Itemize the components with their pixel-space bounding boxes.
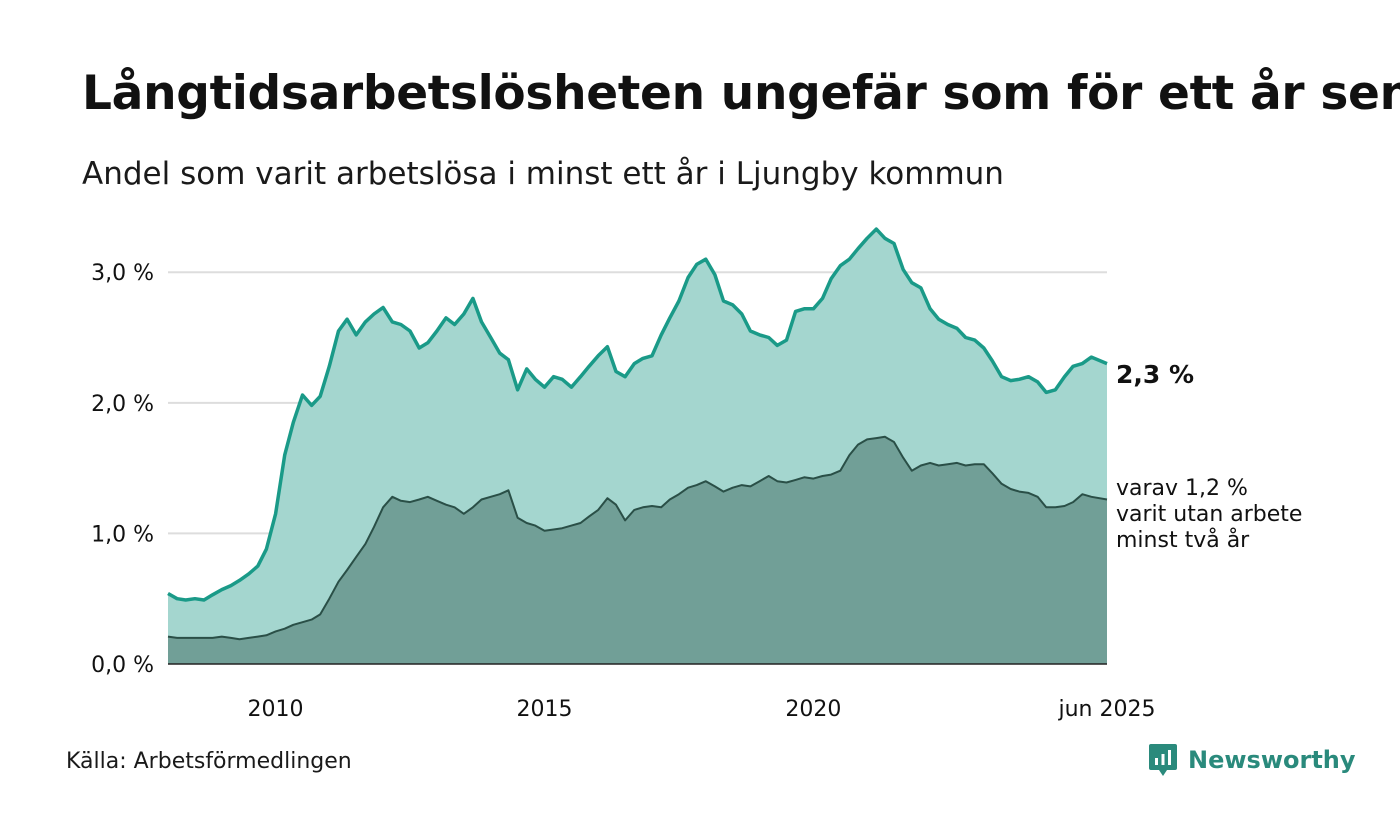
x-tick-label: jun 2025	[1058, 697, 1156, 722]
y-tick-label: 3,0 %	[91, 261, 154, 286]
chart-title: Långtidsarbetslösheten ungefär som för e…	[82, 66, 1400, 121]
x-tick-label: 2010	[248, 697, 304, 722]
area-twoyear	[168, 436, 1107, 664]
line-twoyear	[167, 435, 1108, 641]
x-tick-label: 2020	[785, 697, 841, 722]
chart-lines	[167, 227, 1108, 665]
y-tick-label: 1,0 %	[91, 522, 154, 547]
twoyear-end-label: varav 1,2 % varit utan arbete minst två år	[1116, 476, 1302, 553]
series-end-labels: 2,3 % varav 1,2 % varit utan arbete minst t…	[1116, 360, 1302, 553]
y-axis-ticks: 0,0 % 1,0 % 2,0 % 3,0 %	[91, 261, 154, 678]
brand-logo: Newsworthy	[1148, 743, 1356, 777]
source-note: Källa: Arbetsförmedlingen	[66, 749, 352, 774]
newsworthy-logo-icon	[1149, 744, 1177, 776]
total-end-label: 2,3 %	[1116, 360, 1194, 389]
chart-subtitle: Andel som varit arbetslösa i minst ett å…	[82, 156, 1004, 192]
chart-areas	[168, 229, 1107, 664]
x-tick-label: 2015	[516, 697, 572, 722]
x-axis-ticks: 2010 2015 2020 jun 2025	[248, 697, 1156, 722]
y-tick-label: 2,0 %	[91, 392, 154, 417]
area-chart: 0,0 % 1,0 % 2,0 % 3,0 % 2010 2015 2020 jun 202…	[91, 227, 1302, 722]
y-tick-label: 0,0 %	[91, 653, 154, 678]
line-total	[167, 227, 1108, 602]
brand-name: Newsworthy	[1188, 746, 1356, 774]
